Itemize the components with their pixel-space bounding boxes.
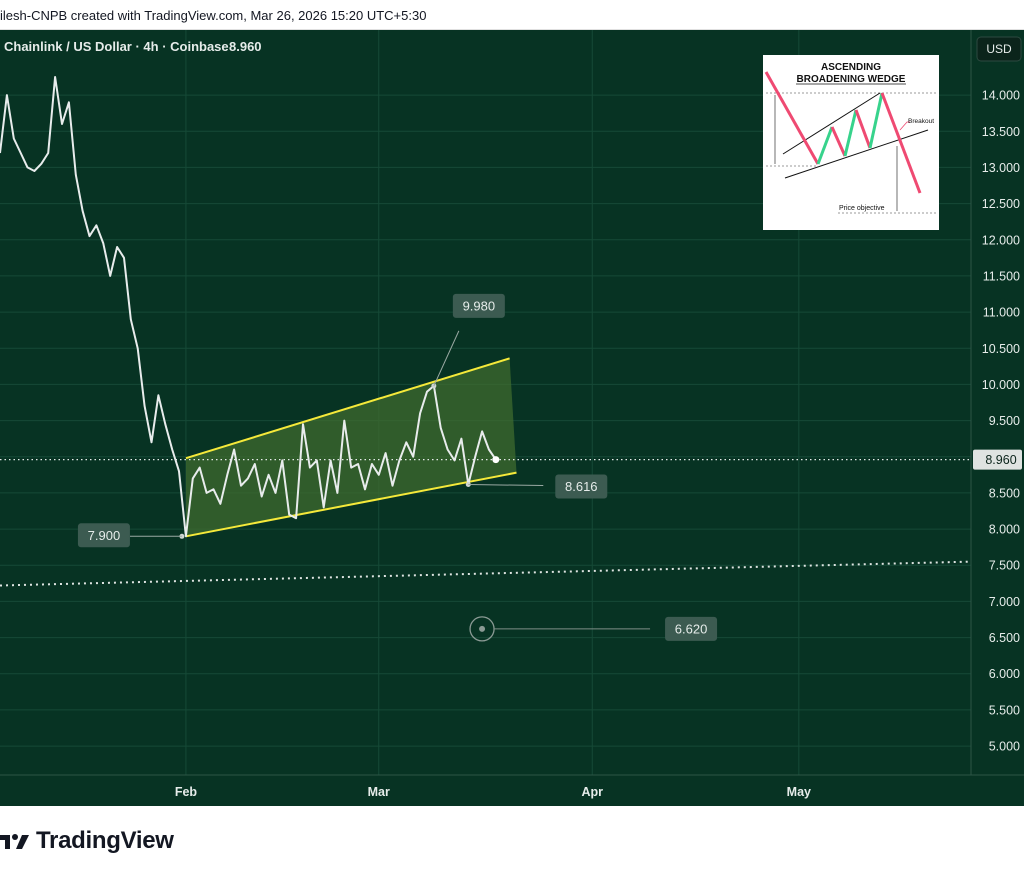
currency-button-label: USD — [986, 42, 1012, 56]
y-tick-label: 6.000 — [989, 667, 1020, 681]
y-tick-label: 11.000 — [983, 306, 1020, 320]
x-tick-label: May — [787, 785, 811, 799]
y-tick-label: 8.500 — [989, 486, 1020, 500]
price-layer — [0, 76, 500, 538]
y-tick-label: 7.500 — [989, 559, 1020, 573]
high-price-label-bg — [452, 293, 505, 318]
x-tick-label: Mar — [368, 785, 390, 799]
wedge-layer — [185, 357, 517, 538]
y-tick-label: 8.000 — [989, 523, 1020, 537]
x-tick-label: Apr — [581, 785, 603, 799]
inset-title-line1: ASCENDING — [821, 62, 881, 73]
currency-button[interactable]: USD — [976, 36, 1022, 62]
chart-legend-symbol: Chainlink / US Dollar · 4h · Coinbase — [4, 39, 229, 54]
y-tick-label: 13.000 — [982, 161, 1020, 175]
y-tick-label: 11.500 — [983, 269, 1020, 283]
inset-green-leg-1 — [816, 126, 834, 165]
target-price-label: 6.620 — [675, 621, 708, 636]
inset-red-leg-1 — [764, 71, 820, 165]
y-tick-label: 5.000 — [989, 740, 1020, 754]
y-tick-label: 12.000 — [982, 233, 1020, 247]
low-price-label-bg — [77, 523, 130, 548]
y-tick-label: 10.000 — [982, 378, 1020, 392]
y-tick-label: 7.000 — [989, 595, 1020, 609]
inset-price-objective-label: Price objective — [839, 205, 885, 212]
tradingview-logo-icon — [0, 834, 29, 849]
last-price-dot — [492, 456, 500, 464]
header-text: ilesh-CNPB created with TradingView.com,… — [0, 8, 427, 23]
y-tick-label: 10.500 — [982, 342, 1020, 356]
tradingview-logo-text: TradingView — [36, 827, 174, 854]
current-price-badge — [973, 449, 1022, 470]
inset-red-leg-3 — [854, 109, 872, 149]
inset-green-leg-3 — [868, 92, 884, 149]
y-tick-label: 5.500 — [989, 703, 1020, 717]
inset-red-leg-2 — [830, 126, 847, 157]
axis-layer: 14.000 13.500 13.000 12.500 12.000 11.500 11.0… — [0, 30, 1024, 799]
recent-low-label: 8.616 — [565, 479, 598, 494]
y-tick-label: 12.500 — [982, 197, 1020, 211]
header-bar: ilesh-CNPB created with TradingView.com,… — [0, 0, 1024, 30]
price-line — [0, 76, 497, 538]
target-dot — [479, 625, 486, 632]
y-tick-label: 13.500 — [982, 125, 1020, 139]
x-tick-label: Feb — [175, 785, 198, 799]
chart-legend-price: 8.960 — [229, 39, 262, 54]
inset-upper-line — [782, 92, 881, 155]
inset-lower-line — [784, 129, 929, 179]
y-tick-label: 9.500 — [989, 414, 1020, 428]
y-tick-label: 14.000 — [982, 89, 1020, 103]
y-tick-label: 6.500 — [989, 631, 1020, 645]
annotation-layer: 9.980 8.616 7.900 6.620 — [77, 293, 718, 642]
wedge-upper-line — [185, 357, 510, 460]
inset-green-leg-2 — [843, 109, 858, 157]
low-price-label: 7.900 — [88, 528, 121, 543]
high-leader-line — [433, 330, 460, 387]
tradingview-logo[interactable]: TradingView — [0, 826, 174, 856]
inset-breakout-label: Breakout — [908, 118, 934, 125]
wedge-fill — [185, 358, 517, 537]
inset-breakout-pointer — [899, 121, 910, 131]
high-price-label: 9.980 — [463, 298, 496, 313]
current-price-label: 8.960 — [985, 453, 1016, 467]
footer-bar — [0, 806, 1024, 875]
target-price-label-bg — [665, 616, 718, 641]
inset-breakout-leg — [880, 92, 922, 194]
inset-title-line2: BROADENING WEDGE — [797, 74, 906, 85]
wedge-lower-line — [185, 471, 517, 538]
recent-low-leader-line — [468, 484, 544, 487]
pattern-inset-image: ASCENDING BROADENING WEDGE Breakout Pric… — [763, 55, 939, 230]
recent-low-label-bg — [555, 474, 608, 499]
